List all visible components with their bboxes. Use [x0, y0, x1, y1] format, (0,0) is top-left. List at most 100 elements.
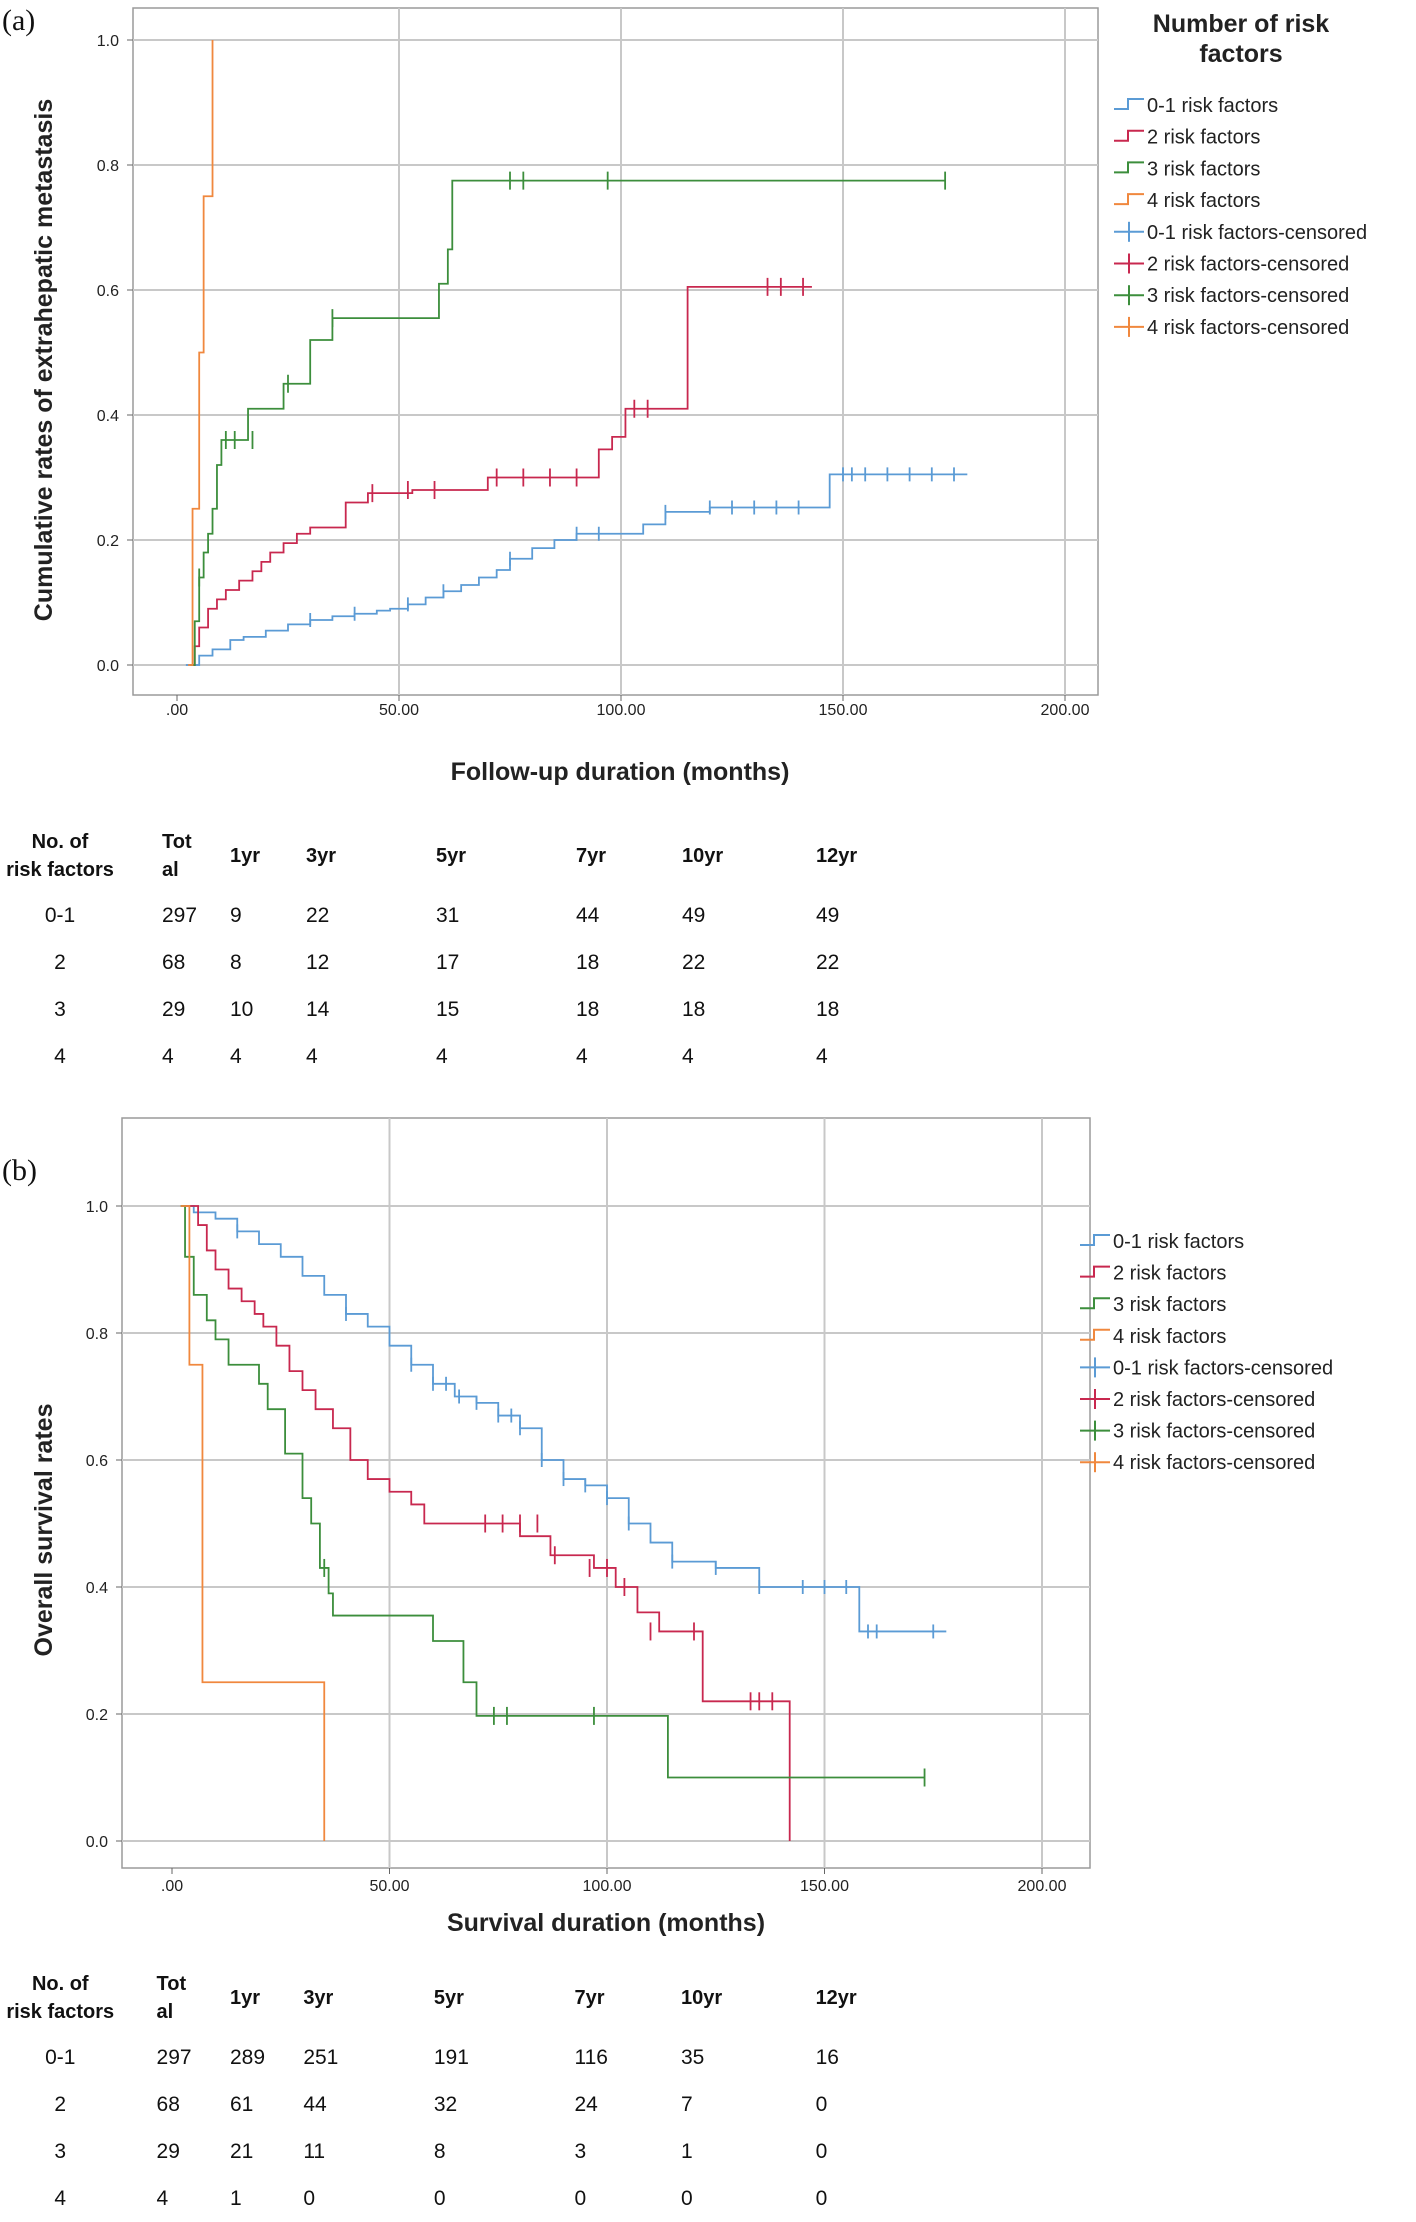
- legend-entry: 0-1 risk factors-censored: [1113, 1357, 1333, 1379]
- x-tick-label: 100.00: [583, 1878, 632, 1895]
- cell: 49: [816, 903, 840, 927]
- legend-swatch: [1080, 1297, 1110, 1310]
- table-header-row: No. of risk factors Tot al 1yr 3yr 5yr 7…: [0, 820, 900, 892]
- cell: 18: [576, 997, 600, 1021]
- legend-entry: 0-1 risk factors-censored: [1147, 222, 1367, 244]
- cell: 15: [436, 997, 460, 1021]
- cell: 0: [574, 2186, 587, 2210]
- y-tick-label: 0.4: [97, 408, 119, 425]
- legend-entry: 2 risk factors-censored: [1113, 1389, 1315, 1411]
- series-line-3: [180, 1205, 326, 1841]
- cell: 4: [162, 1044, 174, 1068]
- legend-entry: 2 risk factors: [1113, 1263, 1226, 1285]
- header-7yr: 7yr: [574, 1987, 605, 2009]
- cell: 0: [433, 2186, 446, 2210]
- cell: 0-1: [44, 903, 76, 927]
- cell: 68: [156, 2092, 180, 2116]
- legend-swatch: [1080, 1328, 1110, 1341]
- legend-entry: 0-1 risk factors: [1147, 95, 1278, 117]
- header-line: al: [156, 2001, 174, 2023]
- header-3yr: 3yr: [306, 845, 337, 867]
- header-7yr: 7yr: [576, 845, 607, 867]
- header-line: No. of: [31, 1973, 89, 1995]
- table-row: 3 29 21 11 8 3 1 0: [0, 2128, 900, 2175]
- cell: 297: [162, 903, 198, 927]
- cell: 32: [433, 2092, 458, 2116]
- header-3yr: 3yr: [303, 1987, 334, 2009]
- cell: 14: [306, 997, 330, 1021]
- legend-swatch: [1080, 1265, 1110, 1278]
- y-tick-label: 0.0: [86, 1834, 108, 1851]
- x-tick-label: 50.00: [369, 1878, 409, 1895]
- y-tick-label: 0.8: [97, 158, 119, 175]
- x-tick-label: 100.00: [597, 702, 646, 719]
- legend-entry: 4 risk factors: [1147, 190, 1260, 212]
- series-line-3: [188, 40, 214, 666]
- series-line-0: [180, 1205, 947, 1633]
- plot-frame: [132, 7, 1099, 696]
- header-5yr: 5yr: [433, 1987, 464, 2009]
- y-axis-title: Cumulative rates of extrahepatic metasta…: [30, 99, 58, 621]
- cell: 4: [54, 1044, 66, 1068]
- legend-entry: 2 risk factors: [1147, 127, 1260, 149]
- y-tick-label: 0.6: [86, 1453, 108, 1470]
- header-12yr: 12yr: [816, 845, 858, 867]
- table-row: 0-1 297 289 251 191 116 35 16: [0, 2034, 900, 2081]
- x-tick-label: .00: [161, 1878, 183, 1895]
- header-risk-factors: No. of risk factors: [0, 1962, 121, 2034]
- cell: 297: [156, 2045, 192, 2069]
- x-tick-label: 200.00: [1018, 1878, 1067, 1895]
- header-10yr: 10yr: [680, 1987, 723, 2009]
- cell: 24: [574, 2092, 598, 2116]
- x-tick-label: 150.00: [800, 1878, 849, 1895]
- header-line: Tot: [156, 1973, 187, 1995]
- cell: 17: [436, 950, 460, 974]
- y-tick-label: 0.4: [86, 1580, 108, 1597]
- legend-entry: 3 risk factors: [1147, 158, 1260, 180]
- cell: 22: [682, 950, 706, 974]
- header-line: al: [162, 859, 179, 881]
- table-row: 0-1 297 9 22 31 44 49 49: [0, 892, 900, 939]
- cell: 4: [54, 2186, 67, 2210]
- header-5yr: 5yr: [436, 845, 467, 867]
- cell: 18: [682, 997, 706, 1021]
- x-axis-title: Survival duration (months): [447, 1909, 765, 1937]
- cell: 4: [306, 1044, 318, 1068]
- legend-entry: 2 risk factors-censored: [1147, 254, 1349, 276]
- cell: 116: [574, 2045, 608, 2069]
- series-line-2: [190, 179, 946, 666]
- cell: 31: [436, 903, 460, 927]
- table-row: 4 4 4 4 4 4 4 4: [0, 1033, 900, 1080]
- cell: 4: [576, 1044, 588, 1068]
- y-tick-label: 1.0: [86, 1199, 108, 1216]
- cell: 12: [306, 950, 330, 974]
- legend-swatch: [1080, 1234, 1110, 1246]
- y-tick-label: 0.2: [86, 1707, 108, 1724]
- cell: 0: [680, 2186, 693, 2210]
- risk-table-a: No. of risk factors Tot al 1yr 3yr 5yr 7…: [0, 820, 900, 1080]
- cell: 0: [303, 2186, 315, 2210]
- cell: 44: [303, 2092, 327, 2116]
- cell: 44: [576, 903, 600, 927]
- cell: 8: [433, 2139, 446, 2163]
- table-header-row: No. of risk factors Tot al 1yr 3yr 5yr 7…: [0, 1962, 900, 2034]
- x-tick-label: 50.00: [379, 702, 419, 719]
- y-axis-title: Overall survival rates: [30, 1404, 58, 1657]
- cell: 10: [230, 997, 254, 1021]
- legend-entry: 3 risk factors-censored: [1113, 1421, 1315, 1443]
- legend-swatch: [1114, 98, 1144, 110]
- header-line: risk factors: [6, 859, 114, 881]
- table-row: 3 29 10 14 15 18 18 18: [0, 986, 900, 1033]
- cell: 2: [54, 950, 66, 974]
- cell: 4: [682, 1044, 694, 1068]
- series-line-2: [180, 1205, 925, 1779]
- cell: 7: [680, 2092, 693, 2116]
- legend-title: factors: [1199, 40, 1282, 68]
- legend-entry: 3 risk factors-censored: [1147, 285, 1349, 307]
- risk-table-b: No. of risk factors Tot al 1yr 3yr 5yr 7…: [0, 1962, 900, 2222]
- series-line-1: [185, 1205, 791, 1841]
- cell: 4: [436, 1044, 448, 1068]
- x-tick-label: 150.00: [819, 702, 868, 719]
- legend-swatch: [1114, 129, 1144, 142]
- cell: 49: [682, 903, 706, 927]
